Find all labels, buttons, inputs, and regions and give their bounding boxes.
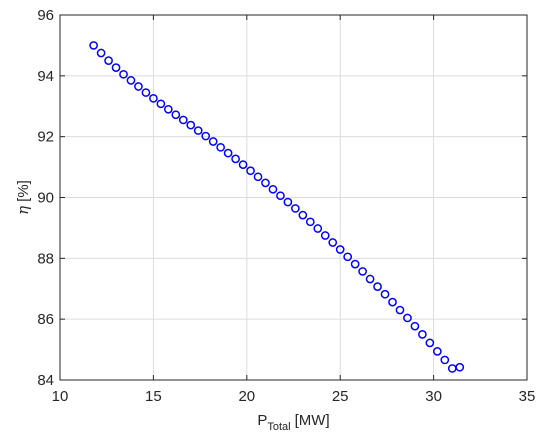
y-tick-label: 86 — [37, 311, 54, 328]
y-axis-label: η [%] — [14, 180, 32, 215]
y-tick-label: 92 — [37, 129, 54, 146]
x-axis-label: PTotal [MW] — [257, 412, 329, 433]
y-axis-label-unit: [%] — [15, 180, 32, 202]
y-tick-label: 96 — [37, 7, 54, 24]
x-axis-label-subscript: Total — [267, 421, 290, 433]
x-axis-label-main: P — [257, 412, 267, 429]
x-tick-label: 20 — [238, 388, 255, 405]
x-tick-label: 15 — [145, 388, 162, 405]
y-tick-label: 94 — [37, 68, 54, 85]
x-axis-label-unit: [MW] — [295, 412, 330, 429]
x-tick-label: 35 — [519, 388, 536, 405]
x-tick-label: 25 — [332, 388, 349, 405]
x-tick-label: 30 — [425, 388, 442, 405]
y-tick-label: 84 — [37, 372, 54, 389]
y-tick-label: 90 — [37, 190, 54, 207]
y-tick-label: 88 — [37, 250, 54, 267]
x-tick-label: 10 — [52, 388, 69, 405]
y-axis-label-symbol: η — [14, 206, 32, 215]
